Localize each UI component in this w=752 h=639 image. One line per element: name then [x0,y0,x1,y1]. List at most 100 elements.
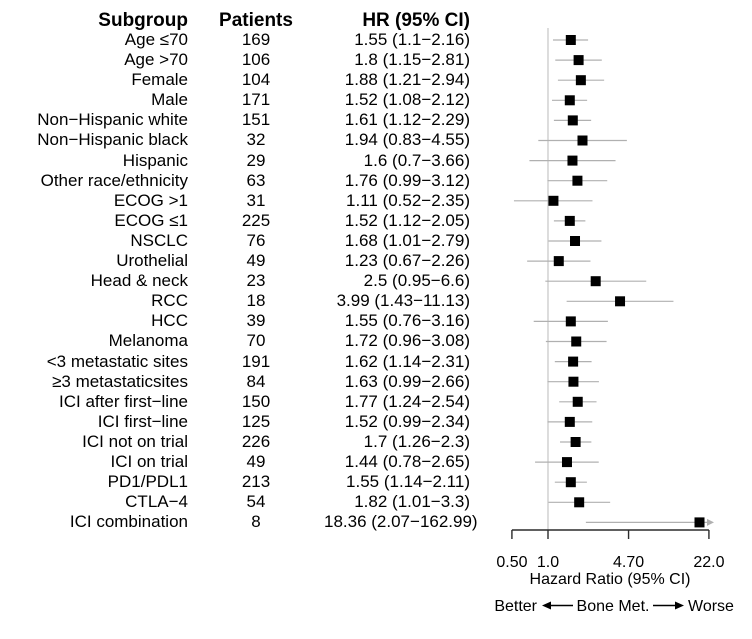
patients-value: 76 [246,230,266,250]
table-row: Male 171 1.52 (1.08−2.12) [0,90,470,110]
patients-value: 32 [246,130,266,150]
table-row: Age >70 106 1.8 (1.15−2.81) [0,50,470,70]
hr-marker [565,477,576,488]
footer-worse-label: Worse [688,598,734,615]
patients-value: 225 [241,210,271,230]
hr-marker [568,376,579,387]
table-row: NSCLC 76 1.68 (1.01−2.79) [0,231,470,251]
patients-value: 213 [241,472,271,492]
table-row: CTLA−4 54 1.82 (1.01−3.3) [0,492,470,512]
subgroup-label: Head & neck [90,271,188,291]
patients-value: 169 [241,30,271,49]
patients-value: 150 [241,391,271,411]
patients-value: 63 [246,170,266,190]
hr-ci-value: 1.82 (1.01−3.3) [354,492,470,512]
subgroup-label: Male [151,90,188,110]
hr-ci-value: 18.36 (2.07−162.99) [324,512,478,532]
table-row: <3 metastatic sites 191 1.62 (1.14−2.31) [0,352,470,372]
hr-ci-value: 2.5 (0.95−6.6) [363,271,470,291]
hr-marker [574,497,585,508]
hr-marker [575,75,586,86]
hr-ci-value: 1.23 (0.67−2.26) [344,251,470,271]
x-axis-tick-label: 1.0 [537,554,559,571]
table-row: ICI on trial 49 1.44 (0.78−2.65) [0,452,470,472]
table-row: ECOG >1 31 1.11 (0.52−2.35) [0,191,470,211]
hr-marker [561,457,572,468]
patients-value: 106 [241,50,271,70]
patients-value: 8 [251,512,261,532]
hr-marker [565,316,576,327]
hr-ci-value: 1.55 (0.76−3.16) [344,311,470,331]
hr-marker [573,55,584,66]
hr-ci-value: 1.52 (1.12−2.05) [344,210,470,230]
hr-ci-value: 1.52 (1.08−2.12) [344,90,470,110]
header-patients: Patients [219,10,293,31]
table-row: ICI not on trial 226 1.7 (1.26−2.3) [0,432,470,452]
ci-clip-arrow [707,518,714,526]
patients-value: 18 [246,291,266,311]
subgroup-label: Non−Hispanic black [37,130,188,150]
table-row: ECOG ≤1 225 1.52 (1.12−2.05) [0,211,470,231]
patients-value: 84 [246,371,266,391]
patients-value: 125 [241,411,271,431]
hr-marker [564,215,575,226]
subgroup-label: Female [131,70,188,90]
hr-ci-value: 1.77 (1.24−2.54) [344,391,470,411]
patients-value: 54 [246,492,266,512]
hr-marker [567,115,578,126]
hr-marker [590,276,601,287]
patients-value: 39 [246,311,266,331]
hr-marker [564,95,575,106]
subgroup-label: NSCLC [130,230,188,250]
hr-ci-value: 1.68 (1.01−2.79) [344,230,470,250]
subgroup-label: Age ≤70 [124,30,188,49]
hr-marker [615,296,626,307]
hr-marker [694,517,705,528]
hr-ci-value: 1.6 (0.7−3.66) [363,150,470,170]
worse-arrowhead-icon [675,601,684,610]
table-row: Age ≤70 169 1.55 (1.1−2.16) [0,30,470,50]
hr-marker [568,356,579,367]
patients-value: 29 [246,150,266,170]
table-header: Subgroup Patients HR (95% CI) [0,10,470,31]
patients-value: 70 [246,331,266,351]
subgroup-label: ICI combination [69,512,188,532]
hr-ci-value: 1.8 (1.15−2.81) [354,50,470,70]
patients-value: 23 [246,271,266,291]
x-axis-tick-label: 4.70 [613,554,644,571]
patients-value: 104 [241,70,271,90]
patients-value: 171 [241,90,271,110]
patients-value: 151 [241,110,271,130]
table-row: RCC 18 3.99 (1.43−11.13) [0,291,470,311]
hr-ci-value: 1.76 (0.99−3.12) [344,170,470,190]
x-axis-tick-label: 0.50 [496,554,527,571]
subgroup-label: HCC [151,311,188,331]
table-row: HCC 39 1.55 (0.76−3.16) [0,311,470,331]
table-row: Hispanic 29 1.6 (0.7−3.66) [0,151,470,171]
hr-marker [564,416,575,427]
subgroup-table: Age ≤70 169 1.55 (1.1−2.16) Age >70 106 1.8 (… [0,30,478,532]
hr-ci-value: 1.88 (1.21−2.94) [344,70,470,90]
subgroup-label: ECOG ≤1 [114,210,188,230]
header-subgroup: Subgroup [98,10,188,31]
table-row: Melanoma 70 1.72 (0.96−3.08) [0,331,470,351]
patients-value: 191 [241,351,271,371]
table-row: ICI after first−line 150 1.77 (1.24−2.54) [0,392,470,412]
subgroup-label: ECOG >1 [113,190,188,210]
subgroup-label: RCC [151,291,188,311]
subgroup-label: PD1/PDL1 [107,472,188,492]
hr-marker [570,236,581,246]
hr-ci-value: 1.62 (1.14−2.31) [344,351,470,371]
subgroup-label: Urothelial [116,251,188,271]
hr-marker [571,336,582,347]
subgroup-label: ≥3 metastaticsites [52,371,188,391]
header-hr-ci: HR (95% CI) [362,10,470,31]
hr-ci-value: 1.11 (0.52−2.35) [346,190,470,210]
subgroup-label: Non−Hispanic white [37,110,188,130]
hr-marker [572,175,583,186]
hr-ci-value: 1.72 (0.96−3.08) [344,331,470,351]
hr-marker [577,135,588,146]
hr-ci-value: 1.94 (0.83−4.55) [344,130,470,150]
